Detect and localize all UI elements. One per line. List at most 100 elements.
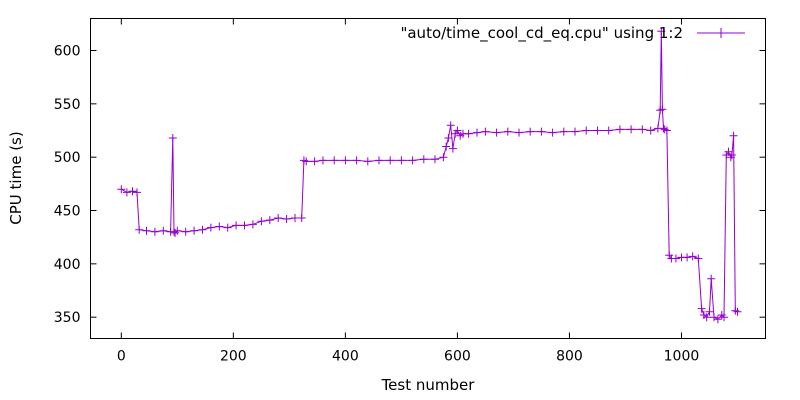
data-point [720,313,728,322]
data-point [657,27,666,36]
data-point [248,220,257,229]
x-tick-label: 1000 [664,349,700,365]
series-line [121,31,738,320]
data-point [330,156,339,165]
data-point [688,252,697,261]
y-tick-label: 450 [54,204,81,220]
data-point [733,307,742,316]
data-point [150,227,159,236]
data-point [215,222,224,231]
x-tick-label: 600 [444,349,471,365]
data-point [548,128,557,137]
legend-marker-sample [716,28,726,38]
data-point [159,226,168,235]
data-point [375,156,383,165]
data-point [173,226,182,235]
data-point [446,121,455,130]
data-point [503,127,512,136]
data-point [694,254,703,263]
data-point [171,228,180,237]
data-point [408,156,417,165]
data-point [397,156,406,165]
x-tick-label: 800 [556,349,583,365]
y-tick-label: 350 [54,310,81,326]
data-point [713,315,722,324]
data-point [658,105,667,114]
data-point [660,125,669,134]
data-point [705,307,714,316]
data-point [492,128,501,137]
data-point [291,214,299,222]
data-point [515,128,523,137]
x-tick-label: 0 [117,349,126,365]
data-point [128,187,137,196]
data-point [240,221,249,230]
data-point [442,142,451,151]
data-point [170,227,178,236]
data-point [724,147,733,156]
data-point [206,223,215,232]
legend: "auto/time_cool_cd_eq.cpu" using 1:2 [400,24,745,43]
series-layer [117,27,742,324]
data-point [627,125,636,134]
data-point [646,126,655,135]
x-tick-label: 400 [332,349,359,365]
data-point [265,216,274,225]
data-point [122,188,131,197]
data-point [481,127,490,136]
data-point [142,226,151,235]
data-point [419,155,428,164]
data-point [683,253,692,262]
data-point [707,274,716,283]
data-point [473,128,481,137]
data-point [697,304,706,313]
data-point [526,127,535,136]
data-point [341,156,350,165]
data-point [448,144,457,153]
axis-ticks: 0 200 400 600 800 1000 350 400 450 500 550 600 [54,18,766,365]
y-tick-label: 550 [54,97,81,113]
y-tick-label: 600 [54,44,81,60]
data-point [302,157,311,166]
data-point [593,126,602,135]
data-point [559,127,568,136]
data-point [727,151,736,159]
data-point [702,313,711,322]
data-point [453,126,462,135]
data-point [181,227,190,236]
data-point [444,134,453,142]
legend-label: "auto/time_cool_cd_eq.cpu" using 1:2 [400,24,683,43]
data-point [190,226,199,235]
data-point [363,157,372,166]
data-point [198,225,207,234]
data-point [659,124,668,133]
data-point [117,185,126,194]
data-point [582,126,591,135]
plot-frame [90,18,766,339]
y-tick-label: 500 [54,150,81,166]
data-point [464,129,473,138]
data-point [223,223,232,232]
data-point [615,125,624,134]
data-point [710,313,718,322]
data-point [662,126,671,135]
y-tick-label: 400 [54,257,81,273]
data-point [439,153,448,162]
data-point [232,221,241,230]
data-point [257,217,266,226]
data-point [282,215,291,223]
data-point [319,156,327,165]
data-point [135,225,144,234]
data-point [729,131,738,140]
data-point [386,156,395,165]
x-axis-title: Test number [381,376,476,394]
data-point [168,134,177,142]
data-point [571,127,579,136]
data-point [310,157,319,166]
data-point [537,127,546,136]
data-point [133,188,141,197]
data-point [297,214,306,222]
data-point [604,126,613,135]
data-point [352,156,361,165]
